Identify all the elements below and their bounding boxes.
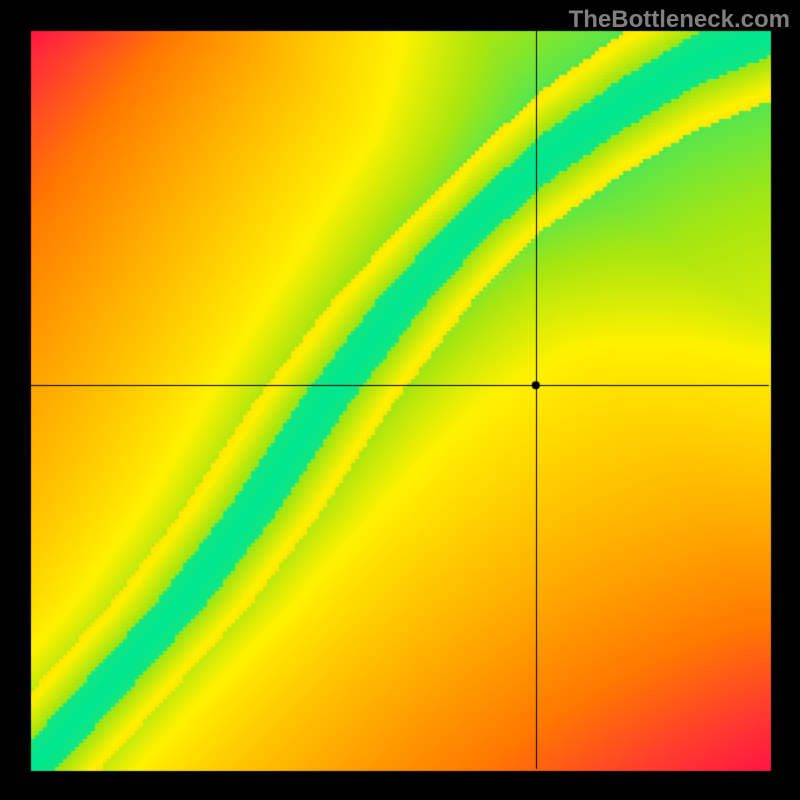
bottleneck-heatmap (0, 0, 800, 800)
watermark-text: TheBottleneck.com (569, 6, 790, 34)
chart-container: TheBottleneck.com (0, 0, 800, 800)
